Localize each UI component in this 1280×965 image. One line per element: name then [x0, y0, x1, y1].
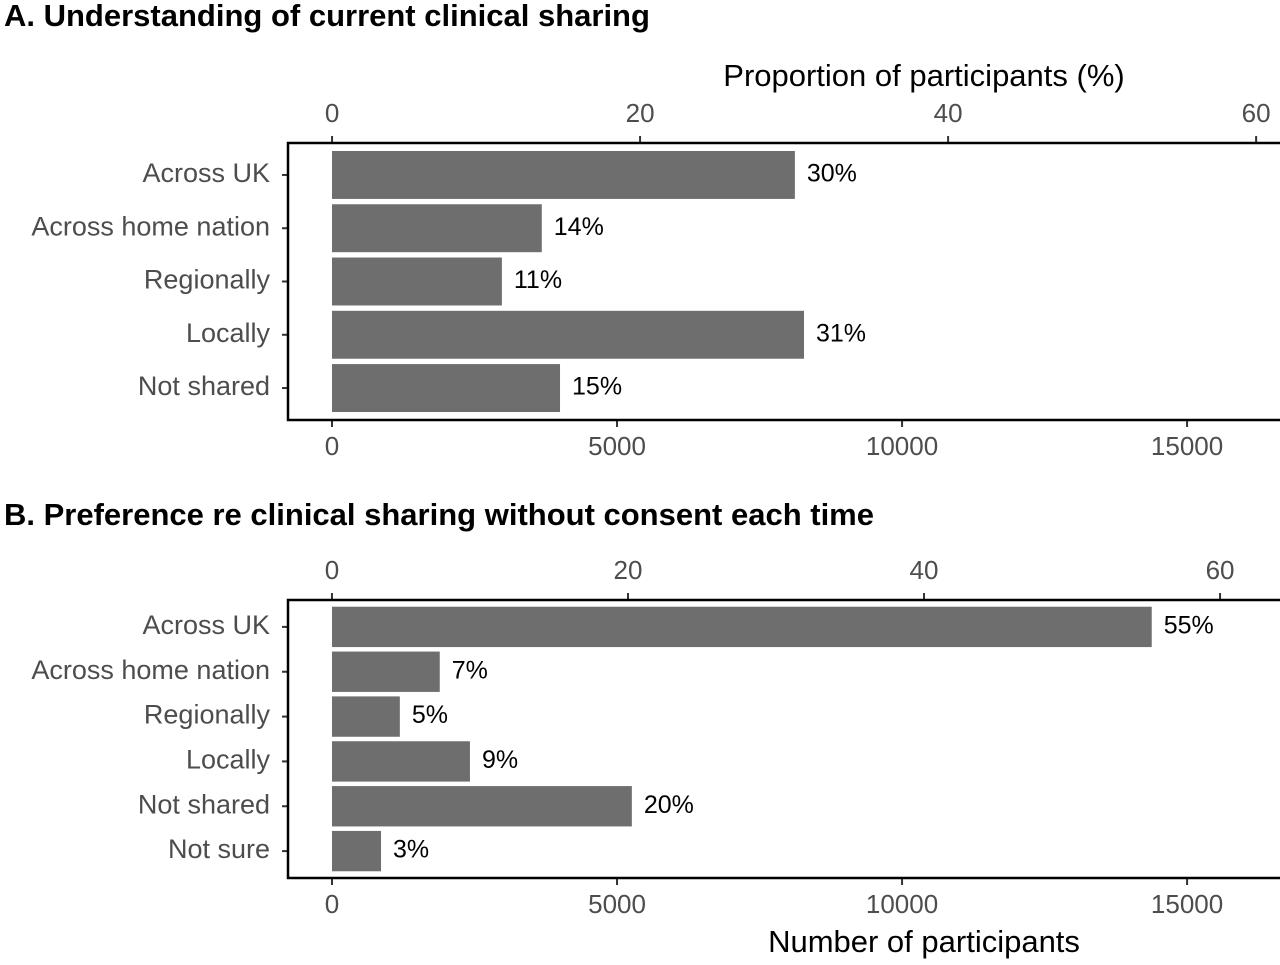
x2-tick-label: 20 [626, 98, 655, 128]
bar [332, 651, 440, 692]
bar [332, 696, 400, 737]
category-label: Across home nation [31, 211, 270, 241]
panel-title: B. Preference re clinical sharing withou… [4, 497, 874, 532]
value-label: 14% [554, 213, 604, 241]
category-label: Regionally [144, 700, 271, 730]
bar [332, 257, 502, 306]
bar [332, 204, 542, 253]
category-label: Regionally [144, 265, 271, 295]
value-label: 30% [807, 160, 857, 188]
x-tick-label: 15000 [1151, 431, 1223, 461]
x-tick-label: 0 [325, 431, 339, 461]
bar [332, 150, 795, 199]
x-axis-title: Number of participants [768, 924, 1080, 959]
bar [332, 606, 1152, 648]
x2-tick-label: 60 [1242, 98, 1271, 128]
panel-title: A. Understanding of current clinical sha… [4, 0, 650, 33]
x-tick-label: 5000 [588, 889, 646, 919]
x2-tick-label: 0 [325, 98, 339, 128]
bar [332, 364, 561, 413]
x2-axis-title: Proportion of participants (%) [723, 58, 1124, 93]
bar [332, 310, 805, 359]
value-label: 11% [514, 266, 562, 294]
x-tick-label: 10000 [866, 889, 938, 919]
value-label: 3% [393, 836, 429, 864]
x2-tick-label: 60 [1206, 555, 1235, 585]
category-label: Across UK [142, 610, 270, 640]
category-label: Locally [186, 318, 271, 348]
value-label: 15% [572, 373, 622, 401]
panel-frame [286, 141, 1280, 422]
category-label: Locally [186, 745, 271, 775]
value-label: 9% [482, 746, 518, 774]
x-tick-label: 0 [325, 889, 339, 919]
category-label: Across UK [142, 158, 270, 188]
x2-tick-label: 20 [614, 555, 643, 585]
value-label: 55% [1164, 612, 1214, 640]
value-label: 5% [412, 701, 448, 729]
x2-tick-label: 40 [934, 98, 963, 128]
x2-tick-label: 40 [910, 555, 939, 585]
x-tick-label: 10000 [866, 431, 938, 461]
category-label: Not sure [168, 834, 270, 864]
category-label: Not shared [138, 789, 270, 819]
bar [332, 830, 382, 872]
bar [332, 741, 470, 782]
panel-frame [286, 598, 1280, 880]
value-label: 20% [644, 791, 694, 819]
x-tick-label: 15000 [1151, 889, 1223, 919]
value-label: 31% [816, 319, 866, 347]
bar [332, 786, 632, 827]
category-label: Across home nation [31, 655, 270, 685]
x2-tick-label: 0 [325, 555, 339, 585]
value-label: 7% [452, 656, 488, 684]
category-label: Not shared [138, 371, 270, 401]
x-tick-label: 5000 [588, 431, 646, 461]
